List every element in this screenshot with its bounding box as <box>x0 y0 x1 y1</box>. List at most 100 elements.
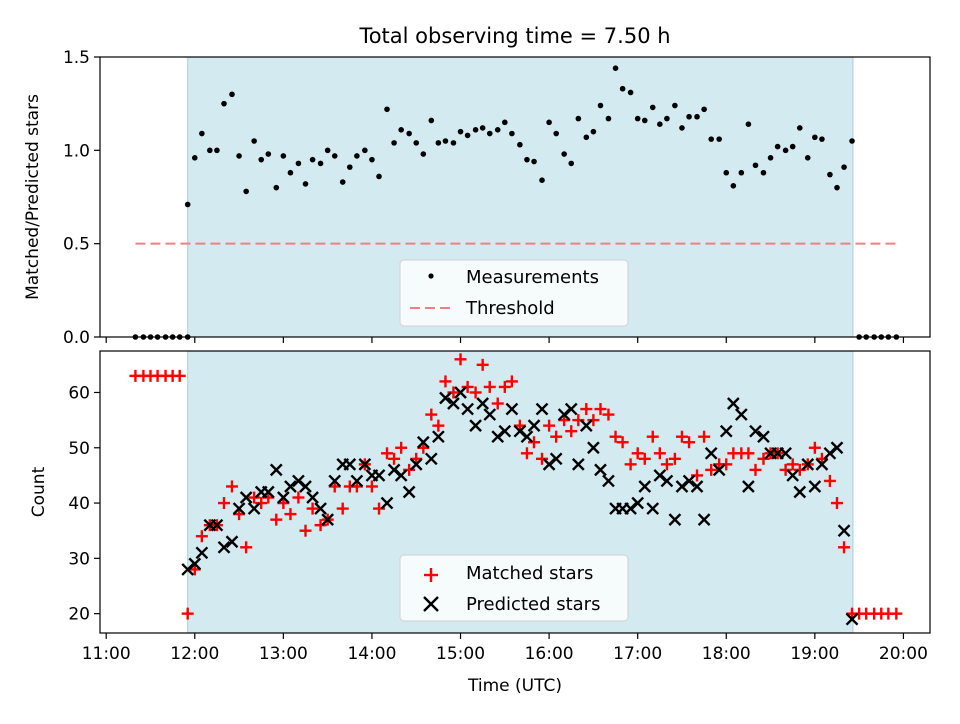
measurement-point <box>568 160 575 167</box>
predicted-star-point <box>631 496 645 510</box>
predicted-star-point <box>579 419 593 432</box>
ratio-legend: Measurements Threshold <box>399 259 629 327</box>
predicted-star-point <box>660 474 674 488</box>
x-tick-label: 20:00 <box>879 644 928 664</box>
measurement-point <box>243 188 249 195</box>
matched-star-point <box>240 541 253 554</box>
predicted-star-point <box>602 474 615 488</box>
measurement-point <box>442 138 449 144</box>
matched-star-point <box>587 414 600 427</box>
matched-star-point <box>218 497 231 510</box>
x-tick-label: 13:00 <box>259 644 308 664</box>
measurement-point <box>760 169 767 176</box>
measurement-point <box>627 89 634 96</box>
matched-star-point <box>779 463 792 476</box>
measurement-point <box>464 132 471 139</box>
measurement-point <box>774 143 781 150</box>
x-tick-label: 15:00 <box>436 644 485 664</box>
predicted-star-point <box>690 480 704 493</box>
predicted-star-point <box>571 458 585 471</box>
measurement-point <box>354 153 360 159</box>
predicted-legend-marker <box>423 596 439 612</box>
predicted-star-point <box>454 386 467 399</box>
measurement-point <box>789 143 796 150</box>
predicted-star-point <box>277 491 290 504</box>
matched-star-point <box>565 425 578 438</box>
predicted-star-point <box>195 546 209 560</box>
matched-star-point <box>336 502 349 515</box>
predicted-star-point <box>734 408 748 421</box>
matched-star-point <box>270 513 283 526</box>
measurement-point <box>575 115 582 122</box>
measurement-point <box>184 201 191 208</box>
measurement-point <box>273 184 280 191</box>
matched-star-point <box>476 358 489 371</box>
matched-star-point <box>698 430 711 443</box>
x-tick-label: 18:00 <box>702 644 751 664</box>
matched-star-point <box>248 491 261 504</box>
count-y-ticks: 20 30 40 50 60 <box>68 383 100 625</box>
measurement-point <box>531 158 537 165</box>
predicted-star-point <box>402 485 416 499</box>
predicted-star-point <box>394 469 408 482</box>
matched-star-point <box>195 530 208 543</box>
measurement-point <box>391 140 397 146</box>
matched-star-point <box>292 491 305 504</box>
predicted-star-point <box>808 480 822 493</box>
measurement-point <box>716 136 722 142</box>
count-x-ticks: 11:00 12:00 13:00 14:00 15:00 16:00 17:00 18:00… <box>82 633 928 664</box>
measurement-point <box>694 113 700 120</box>
measurement-point <box>597 102 604 109</box>
matched-star-point <box>757 452 770 465</box>
matched-star-point <box>646 430 659 443</box>
matched-star-point <box>668 452 681 465</box>
matched-star-point <box>550 430 563 443</box>
predicted-star-point <box>779 446 792 460</box>
measurement-point <box>376 173 382 180</box>
matched-star-point <box>255 497 268 510</box>
matched-star-point <box>742 447 755 460</box>
predicted-star-point <box>299 480 312 493</box>
matched-star-point <box>624 458 637 471</box>
matched-star-point <box>454 353 467 366</box>
measurement-point <box>619 85 626 92</box>
measurement-point <box>362 147 368 154</box>
matched-star-point <box>580 403 593 416</box>
y-tick-label: 20 <box>68 605 90 625</box>
matched-star-point <box>653 447 666 460</box>
y-tick-label: 1.0 <box>63 141 90 161</box>
chart-title: Total observing time = 7.50 h <box>358 24 670 48</box>
y-tick-label: 0.5 <box>63 235 90 255</box>
predicted-star-point <box>314 502 327 515</box>
matched-star-point <box>602 408 615 421</box>
predicted-star-point <box>668 513 682 526</box>
measurement-point <box>767 155 774 161</box>
ratio-y-ticks: 0.0 0.5 1.0 1.5 <box>63 48 100 348</box>
predicted-star-point <box>830 441 844 455</box>
matched-legend-label: Matched stars <box>466 563 593 584</box>
predicted-star-point <box>793 485 807 499</box>
matched-star-point <box>225 480 238 493</box>
matched-star-point <box>594 403 607 416</box>
predicted-star-point <box>321 513 335 526</box>
predicted-star-point <box>646 502 660 515</box>
matched-star-point <box>432 419 445 432</box>
matched-star-point <box>284 508 297 521</box>
predicted-star-point <box>535 402 549 416</box>
measurement-point <box>302 181 309 187</box>
matched-star-point <box>749 463 762 476</box>
predicted-star-point <box>719 424 733 438</box>
matched-star-point <box>536 452 549 465</box>
matched-star-point <box>830 497 843 510</box>
matched-star-point <box>808 441 821 454</box>
matched-star-point <box>498 380 511 393</box>
x-tick-label: 11:00 <box>82 644 131 664</box>
measurement-point <box>664 115 670 122</box>
measurement-point <box>723 169 730 176</box>
predicted-star-point <box>483 408 497 421</box>
predicted-star-point <box>749 424 762 438</box>
count-axes-frame <box>99 350 931 634</box>
predicted-star-point <box>564 402 578 416</box>
measurement-point <box>331 153 338 159</box>
predicted-star-point <box>239 491 253 504</box>
